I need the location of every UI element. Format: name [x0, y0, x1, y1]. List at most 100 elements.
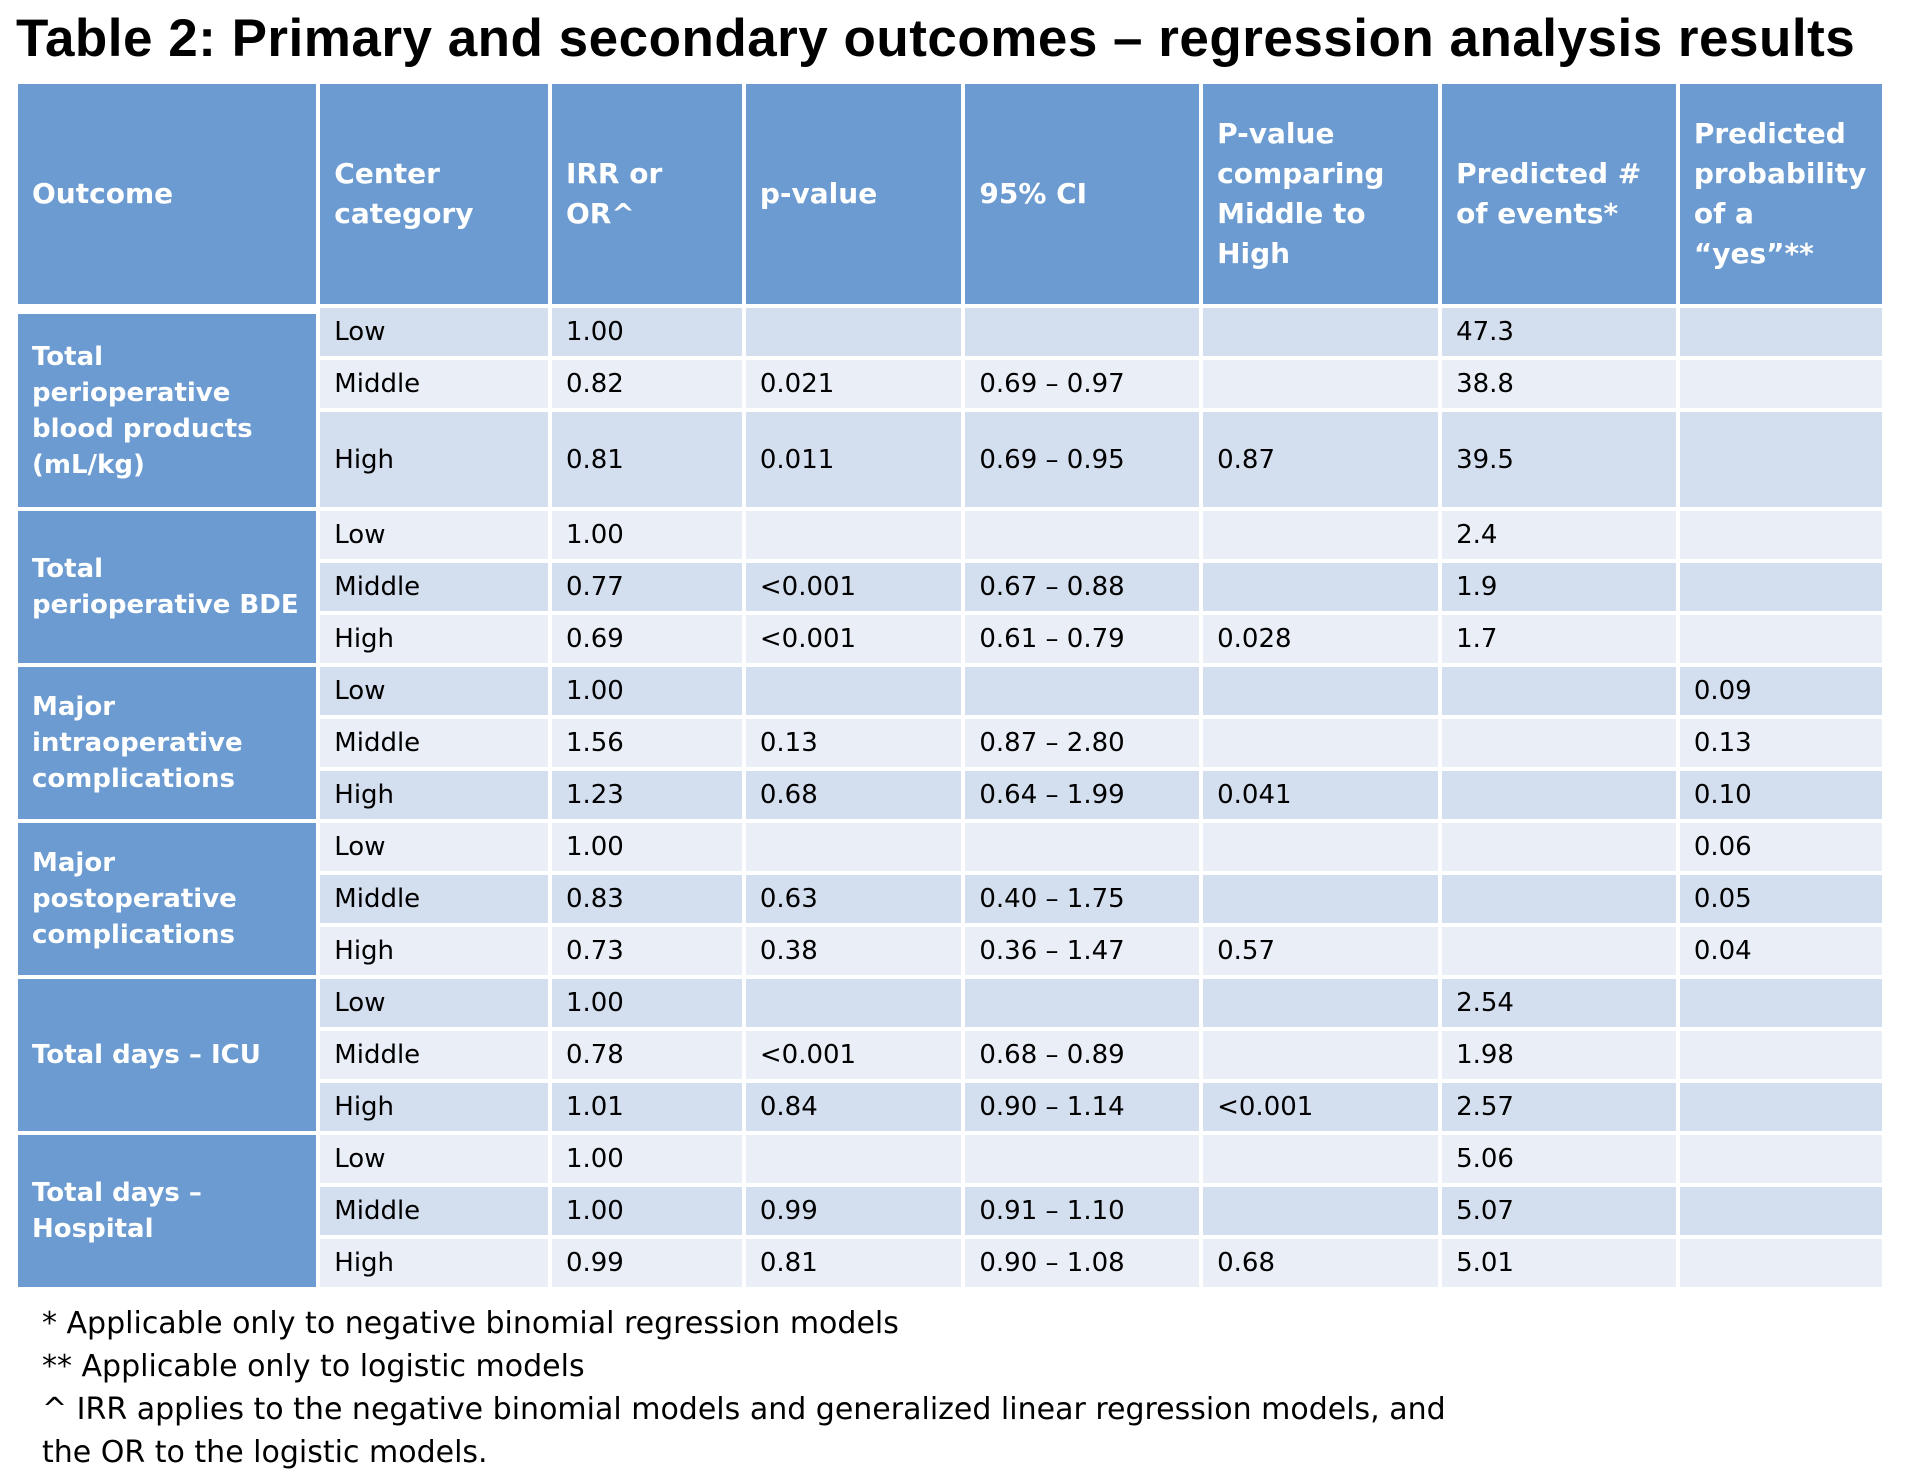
predicted-events: 47.3	[1442, 308, 1676, 356]
ci-value: 0.36 – 1.47	[965, 927, 1200, 975]
predicted-probability	[1679, 412, 1882, 507]
table-row: Middle 1.56 0.13 0.87 – 2.80 0.13	[18, 719, 1882, 767]
predicted-events	[1442, 771, 1676, 819]
p-value: 0.13	[745, 719, 962, 767]
p-value-middle-high	[1203, 823, 1439, 871]
center-category: Middle	[320, 360, 548, 408]
predicted-events: 1.7	[1442, 615, 1676, 663]
irr-or-value: 0.73	[551, 927, 742, 975]
outcome-label: Total days – ICU	[18, 979, 317, 1131]
header-center-category: Center category	[320, 84, 548, 304]
table-row: Total perioperative BDE Low 1.00 2.4	[18, 511, 1882, 663]
predicted-probability	[1679, 1135, 1882, 1183]
p-value-middle-high	[1203, 979, 1439, 1027]
p-value	[745, 1135, 962, 1183]
center-category: Low	[320, 979, 548, 1027]
predicted-events	[1442, 667, 1676, 715]
table-row: High 0.81 0.011 0.69 – 0.95 0.87 39.5	[18, 412, 1882, 507]
p-value-middle-high	[1203, 360, 1439, 408]
ci-value: 0.69 – 0.95	[965, 412, 1200, 507]
table-row: High 0.99 0.81 0.90 – 1.08 0.68 5.01	[18, 1239, 1882, 1287]
p-value	[745, 823, 962, 871]
p-value-middle-high	[1203, 563, 1439, 611]
ci-value: 0.68 – 0.89	[965, 1031, 1200, 1079]
irr-or-value: 1.23	[551, 771, 742, 819]
predicted-probability	[1679, 563, 1882, 611]
predicted-events: 1.98	[1442, 1031, 1676, 1079]
ci-value: 0.87 – 2.80	[965, 719, 1200, 767]
header-predicted-events: Predicted # of events*	[1442, 84, 1676, 304]
p-value-middle-high: 0.57	[1203, 927, 1439, 975]
outcome-label: Major intraoperative complications	[18, 667, 317, 819]
p-value-middle-high	[1203, 1135, 1439, 1183]
ci-value: 0.67 – 0.88	[965, 563, 1200, 611]
outcome-label: Major postoperative complications	[18, 823, 317, 975]
predicted-probability	[1679, 1083, 1882, 1131]
predicted-events: 2.54	[1442, 979, 1676, 1027]
predicted-probability: 0.09	[1679, 667, 1882, 715]
ci-value	[965, 308, 1200, 356]
header-outcome: Outcome	[18, 84, 317, 304]
p-value: 0.011	[745, 412, 962, 507]
predicted-probability	[1679, 1239, 1882, 1287]
ci-value	[965, 1135, 1200, 1183]
predicted-probability	[1679, 308, 1882, 356]
center-category: Low	[320, 511, 548, 559]
table-row: Total perioperative blood products (mL/k…	[18, 308, 1882, 507]
p-value: 0.38	[745, 927, 962, 975]
predicted-probability	[1679, 615, 1882, 663]
table-row: Middle 1.00 0.99 0.91 – 1.10 5.07	[18, 1187, 1882, 1235]
center-category: Low	[320, 823, 548, 871]
outcome-label: Total perioperative blood products (mL/k…	[18, 308, 317, 507]
header-irr-or: IRR or OR^	[551, 84, 742, 304]
predicted-events: 2.57	[1442, 1083, 1676, 1131]
table-header: Outcome Center category IRR or OR^ p-val…	[18, 84, 1882, 304]
table-row: Middle 0.78 <0.001 0.68 – 0.89 1.98	[18, 1031, 1882, 1079]
p-value-middle-high: <0.001	[1203, 1083, 1439, 1131]
irr-or-value: 1.00	[551, 511, 742, 559]
irr-or-value: 1.00	[551, 979, 742, 1027]
irr-or-value: 0.81	[551, 412, 742, 507]
table-row: Major intraoperative complications Low 1…	[18, 667, 1882, 819]
predicted-events	[1442, 927, 1676, 975]
table-row: High 1.23 0.68 0.64 – 1.99 0.041 0.10	[18, 771, 1882, 819]
table-row: Major postoperative complications Low 1.…	[18, 823, 1882, 975]
footnote-caret-continued: the OR to the logistic models.	[42, 1435, 488, 1470]
p-value: 0.84	[745, 1083, 962, 1131]
predicted-events	[1442, 823, 1676, 871]
center-category: Low	[320, 667, 548, 715]
table-row: High 1.01 0.84 0.90 – 1.14 <0.001 2.57	[18, 1083, 1882, 1131]
p-value: 0.021	[745, 360, 962, 408]
predicted-probability: 0.06	[1679, 823, 1882, 871]
header-p-value: p-value	[745, 84, 962, 304]
ci-value: 0.91 – 1.10	[965, 1187, 1200, 1235]
p-value-middle-high: 0.028	[1203, 615, 1439, 663]
predicted-probability: 0.04	[1679, 927, 1882, 975]
p-value-middle-high: 0.68	[1203, 1239, 1439, 1287]
predicted-events: 39.5	[1442, 412, 1676, 507]
predicted-probability	[1679, 1187, 1882, 1235]
p-value-middle-high	[1203, 667, 1439, 715]
irr-or-value: 1.00	[551, 1187, 742, 1235]
irr-or-value: 1.00	[551, 1135, 742, 1183]
predicted-probability	[1679, 979, 1882, 1027]
footnote-caret: ^ IRR applies to the negative binomial m…	[42, 1392, 1446, 1427]
header-ci: 95% CI	[965, 84, 1200, 304]
p-value-middle-high	[1203, 511, 1439, 559]
header-p-value-middle-high: P-value comparing Middle to High	[1203, 84, 1439, 304]
p-value-middle-high	[1203, 719, 1439, 767]
p-value-middle-high	[1203, 1187, 1439, 1235]
p-value: 0.63	[745, 875, 962, 923]
center-category: Middle	[320, 1031, 548, 1079]
center-category: Middle	[320, 875, 548, 923]
ci-value: 0.64 – 1.99	[965, 771, 1200, 819]
irr-or-value: 0.99	[551, 1239, 742, 1287]
table-body: Total perioperative blood products (mL/k…	[18, 308, 1882, 1287]
p-value-middle-high	[1203, 1031, 1439, 1079]
p-value: <0.001	[745, 1031, 962, 1079]
center-category: High	[320, 927, 548, 975]
ci-value: 0.69 – 0.97	[965, 360, 1200, 408]
table-row: Middle 0.77 <0.001 0.67 – 0.88 1.9	[18, 563, 1882, 611]
predicted-events: 38.8	[1442, 360, 1676, 408]
predicted-events: 1.9	[1442, 563, 1676, 611]
